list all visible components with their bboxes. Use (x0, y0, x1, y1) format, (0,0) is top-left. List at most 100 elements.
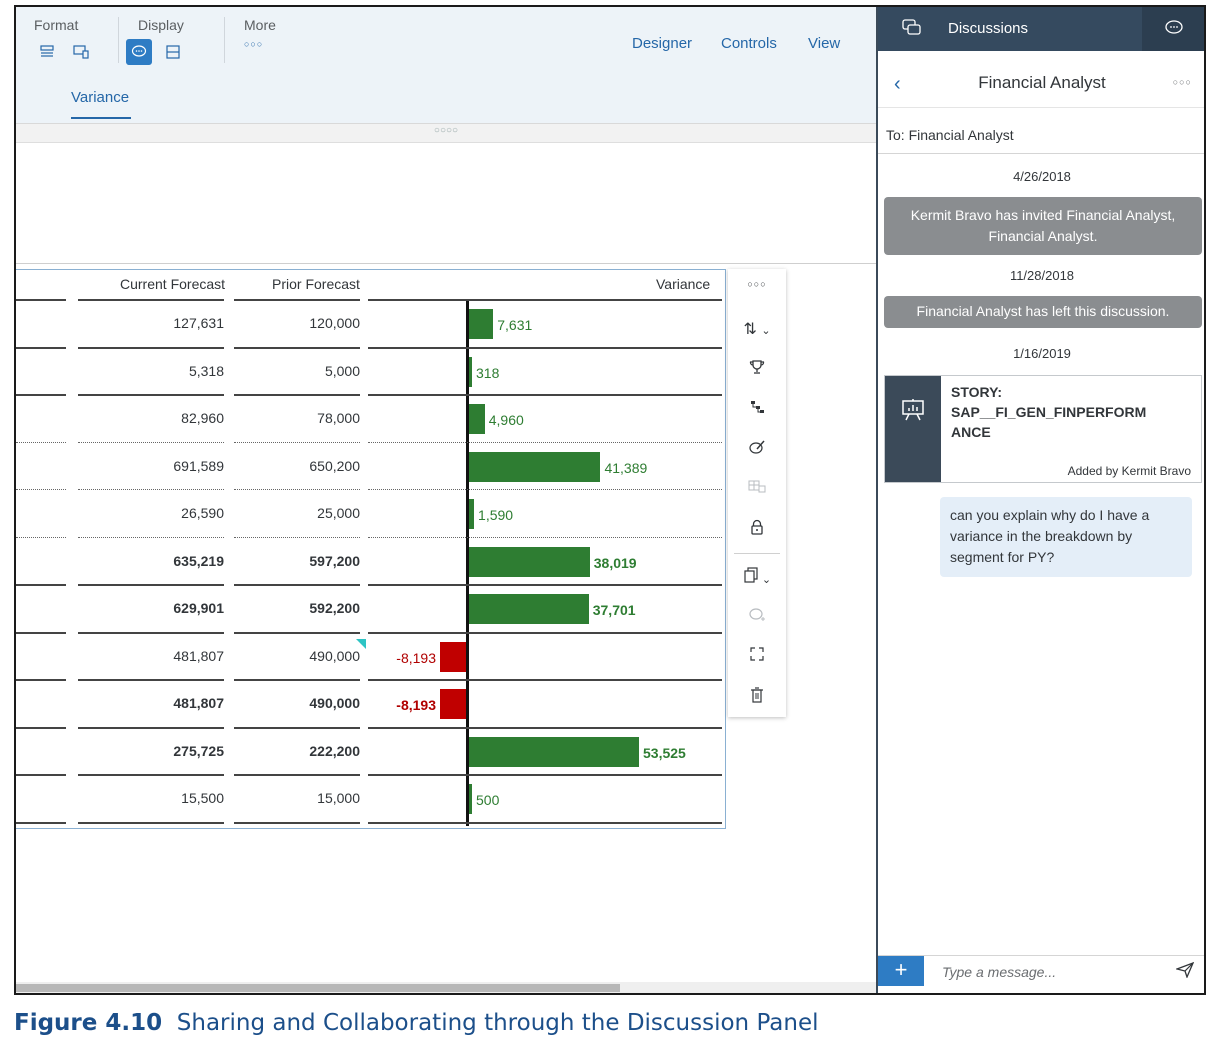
row-divider (368, 489, 722, 490)
discussion-more-icon[interactable]: ○○○ (1172, 77, 1192, 87)
story-title-line: ANCE (951, 424, 991, 440)
prior-forecast-cell: 25,000 (317, 505, 360, 521)
row-divider (78, 346, 224, 349)
horizontal-scrollbar[interactable] (16, 982, 876, 993)
back-icon[interactable]: ‹ (894, 73, 901, 95)
row-divider (78, 726, 224, 729)
story-attachment-card[interactable]: STORY: SAP__FI_GEN_FINPERFORM ANCE Added… (884, 375, 1202, 483)
header-divider (16, 299, 66, 301)
table-row[interactable]: 15,500 15,000 500 (16, 775, 725, 823)
display-group: Display (126, 17, 184, 65)
row-divider (16, 821, 66, 824)
variance-bar-positive (469, 546, 590, 577)
column-header-prior: Prior Forecast (272, 276, 360, 292)
device-preview-icon[interactable] (68, 39, 94, 65)
row-divider (16, 489, 66, 490)
variance-bar-positive (469, 404, 485, 434)
send-icon[interactable] (1174, 961, 1195, 983)
add-attachment-button[interactable]: + (878, 956, 924, 986)
prior-forecast-cell: 650,200 (309, 457, 360, 474)
variance-zero-axis (466, 300, 469, 826)
table-row[interactable]: 635,219 597,200 38,019 (16, 538, 725, 586)
discussion-contact-name: Financial Analyst (978, 73, 1106, 92)
controls-link[interactable]: Controls (721, 35, 777, 52)
prior-forecast-cell: 78,000 (317, 410, 360, 426)
variance-label: 500 (476, 792, 500, 808)
row-divider (78, 489, 224, 490)
resize-grip[interactable]: ○○○○ (16, 124, 876, 143)
sort-icon[interactable]: ⇅ ⌄ (743, 321, 771, 338)
copy-icon[interactable]: ⌄ (728, 567, 786, 588)
variance-label: 318 (476, 364, 500, 381)
comment-mode-icon[interactable] (126, 39, 152, 65)
table-row[interactable]: 275,725 222,200 53,525 (16, 728, 725, 776)
table-row[interactable]: 82,960 78,000 4,960 (16, 395, 725, 443)
variance-bar-negative (439, 641, 466, 672)
row-divider (16, 394, 66, 396)
variance-label: 7,631 (497, 317, 533, 333)
row-divider (234, 536, 360, 538)
row-divider (78, 679, 224, 681)
row-divider (16, 346, 66, 349)
current-forecast-cell: 26,590 (181, 505, 224, 521)
recipient-line: To: Financial Analyst (886, 127, 1014, 143)
table-row[interactable]: 481,807 490,000 -8,193 (16, 633, 725, 681)
message-input[interactable] (940, 959, 1164, 985)
split-view-icon[interactable] (160, 39, 186, 65)
toolbar-divider (224, 17, 225, 63)
row-divider (368, 821, 722, 824)
story-added-by: Added by Kermit Bravo (1067, 464, 1191, 478)
row-divider (78, 821, 224, 824)
tab-variance[interactable]: Variance (71, 89, 130, 106)
comment-indicator[interactable] (356, 639, 366, 649)
figure-caption-text: Sharing and Collaborating through the Di… (176, 1010, 819, 1036)
current-forecast-cell: 127,631 (173, 315, 224, 331)
row-divider (234, 394, 360, 396)
table-row[interactable]: 127,631 120,000 7,631 (16, 300, 725, 348)
scrollbar-thumb[interactable] (16, 984, 620, 992)
delete-icon[interactable] (728, 687, 786, 708)
prior-forecast-cell: 222,200 (309, 742, 360, 759)
variance-bar-positive (469, 356, 472, 387)
lock-cells-icon[interactable] (728, 479, 786, 498)
row-divider (16, 631, 66, 634)
chat-tab[interactable] (1142, 7, 1204, 51)
table-row[interactable]: 481,807 490,000 -8,193 (16, 680, 725, 728)
table-row[interactable]: 691,589 650,200 41,389 (16, 443, 725, 491)
more-actions-icon[interactable]: ○○○ (747, 279, 767, 289)
presentation-icon (901, 398, 925, 427)
table-row[interactable]: 5,318 5,000 318 (16, 348, 725, 396)
view-link[interactable]: View (808, 35, 841, 52)
trophy-icon[interactable] (728, 359, 786, 380)
more-options-icon[interactable]: ○○○ (244, 39, 264, 49)
current-forecast-cell: 629,901 (173, 600, 224, 616)
hierarchy-icon[interactable] (728, 399, 786, 420)
row-divider (78, 394, 224, 396)
row-divider (234, 631, 360, 634)
current-forecast-cell: 275,725 (173, 742, 224, 759)
layout-icon[interactable] (34, 39, 60, 65)
current-forecast-cell: 15,500 (181, 790, 224, 806)
row-divider (368, 679, 722, 681)
current-forecast-cell: 481,807 (173, 647, 224, 664)
prior-forecast-cell: 120,000 (309, 315, 360, 331)
add-comment-icon[interactable] (728, 607, 786, 628)
prior-forecast-cell: 5,000 (324, 362, 360, 379)
more-group: More ○○○ (244, 17, 276, 49)
designer-link[interactable]: Designer (632, 35, 693, 52)
format-group-label: Format (34, 17, 79, 33)
variance-bar-positive (469, 451, 601, 482)
edit-style-icon[interactable] (728, 439, 786, 460)
variance-label: 53,525 (643, 744, 686, 761)
story-title-line: STORY: (951, 384, 1003, 400)
discussion-header: Discussions (878, 7, 1204, 51)
fullscreen-icon[interactable] (728, 647, 786, 666)
row-divider (368, 394, 722, 396)
display-group-label: Display (138, 17, 184, 33)
prior-forecast-cell: 490,000 (309, 695, 360, 711)
table-row[interactable]: 26,590 25,000 1,590 (16, 490, 725, 538)
lock-icon[interactable] (728, 519, 786, 540)
user-message-bubble: can you explain why do I have a variance… (940, 497, 1192, 577)
table-row[interactable]: 629,901 592,200 37,701 (16, 585, 725, 633)
story-icon-column (885, 376, 941, 482)
